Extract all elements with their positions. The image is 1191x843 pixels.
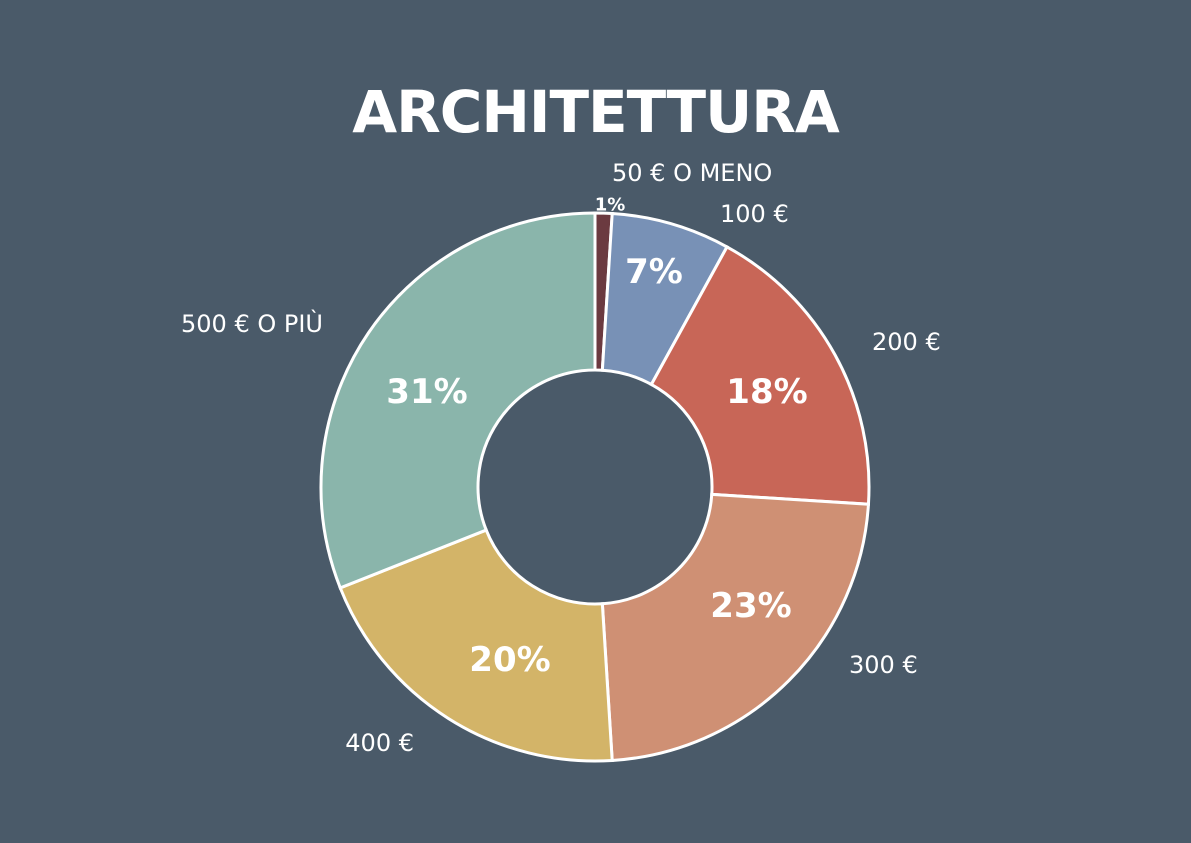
slice-value-label: 7% bbox=[625, 252, 683, 292]
slice-value-label: 1% bbox=[595, 195, 626, 216]
slice-category-label: 100 € bbox=[720, 200, 789, 228]
donut-slice bbox=[338, 528, 614, 763]
chart-title: ARCHITETTURA bbox=[352, 78, 840, 146]
donut-slice bbox=[649, 244, 871, 506]
slice-category-label: 200 € bbox=[872, 328, 941, 356]
slice-category-label: 50 € O MENO bbox=[612, 159, 772, 187]
slice-value-label: 23% bbox=[710, 586, 791, 626]
slice-category-label: 300 € bbox=[849, 651, 918, 679]
donut-slice bbox=[600, 492, 871, 763]
slice-value-label: 31% bbox=[386, 372, 467, 412]
slice-value-label: 20% bbox=[469, 640, 550, 680]
slice-value-label: 18% bbox=[726, 372, 807, 412]
slice-category-label: 400 € bbox=[345, 729, 414, 757]
donut-slice bbox=[319, 211, 597, 590]
slice-category-label: 500 € O PIÙ bbox=[181, 308, 323, 338]
